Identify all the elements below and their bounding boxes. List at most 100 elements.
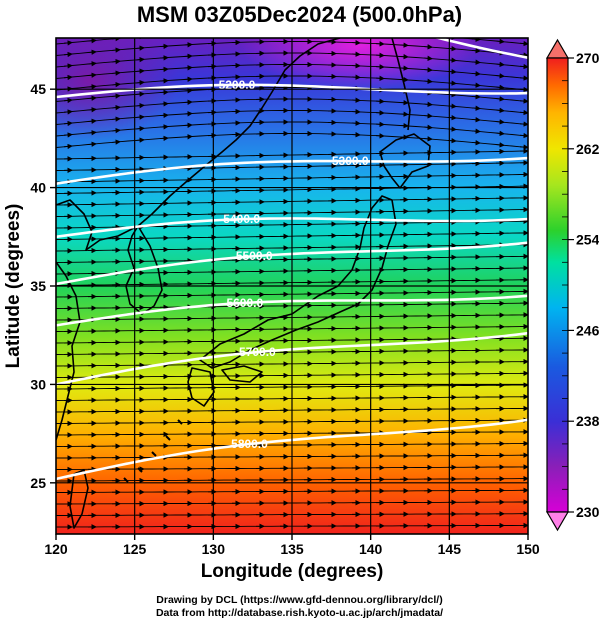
map-title: MSM 03Z05Dec2024 (500.0hPa) [136,2,463,27]
wind-arrow [135,137,145,143]
wind-arrow [63,120,73,127]
x-tick-label: 150 [516,541,540,557]
wind-arrow [471,128,481,134]
wind-arrow [160,35,168,36]
wind-arrow [159,55,169,61]
wind-arrow [63,74,73,81]
wind-arrow [111,93,121,99]
wind-arrow [159,89,169,96]
wind-arrow [135,79,145,86]
wind-arrow [63,51,73,58]
wind-arrow [519,98,528,104]
wind-arrow [399,76,409,83]
wind-arrow [111,70,121,76]
contour-label: 5800.0 [231,437,268,451]
wind-arrow [135,68,145,74]
wind-arrow [423,44,433,50]
wind-arrow [87,38,97,44]
x-tick-label: 145 [438,541,462,557]
wind-arrow [495,142,505,148]
wind-arrow [135,125,145,132]
wind-arrow [87,141,97,147]
colorbar-tick-label: 262 [576,141,599,157]
x-tick-label: 140 [359,541,383,557]
x-tick-label: 120 [44,541,68,557]
wind-arrow [519,144,528,150]
wind-arrow [471,140,481,146]
wind-arrow [399,122,409,129]
wind-arrow [495,61,505,68]
wind-arrow [135,114,145,120]
wind-arrow [159,101,169,107]
wind-arrow [519,52,528,58]
wind-arrow [399,134,409,140]
y-tick-label: 30 [30,376,46,392]
y-tick-label: 45 [30,81,46,97]
colorbar-tick-label: 238 [576,413,599,429]
coastlines [56,38,431,529]
wind-arrow [423,78,433,85]
wind-arrow [519,109,528,116]
wind-arrow [423,113,433,119]
wind-arrow [135,91,145,97]
wind-arrow [423,136,433,142]
x-tick-label: 125 [123,541,147,557]
wind-arrow [87,49,97,55]
contour-label: 5300.0 [332,154,369,168]
wind-arrow [63,109,73,115]
credit-data: Data from http://database.rish.kyoto-u.a… [155,607,444,619]
wind-arrow [423,67,433,73]
wind-arrow [111,47,121,53]
wind-arrow [159,43,169,50]
wind-arrow [399,65,409,71]
colorbar-tick-label: 254 [576,232,599,248]
wind-arrow [519,75,528,81]
wind-arrow [87,107,97,113]
y-tick-label: 25 [30,475,46,491]
wind-arrow [135,102,145,109]
wind-arrow [495,38,505,45]
wind-arrow [111,127,121,134]
wind-arrow [63,132,73,138]
wind-arrow [111,139,121,145]
y-axis-ticks: 25 30 35 40 45 [30,81,56,491]
x-axis-ticks: 120 125 130 135 140 145 150 [44,534,540,557]
wind-arrow [471,59,481,65]
x-tick-label: 135 [280,541,304,557]
wind-arrow [471,105,481,111]
wind-arrow [399,42,409,48]
wind-arrow [63,143,73,150]
colorbar-top-arrow [545,38,570,59]
wind-arrow [399,53,409,60]
x-axis-title: Longitude (degrees) [201,561,384,582]
contour-label: 5400.0 [223,212,260,226]
wind-arrow [63,40,73,46]
x-tick-label: 130 [202,541,226,557]
wind-arrow [495,130,505,137]
wind-arrow [495,119,505,125]
wind-arrow [471,94,481,100]
colorbar-tick-label: 230 [576,504,599,520]
wind-arrow [139,38,145,40]
wind-arrow [519,132,528,139]
wind-arrow [111,104,121,111]
y-axis-title: Latitude (degrees) [3,204,24,369]
wind-arrow [63,63,73,69]
wind-arrow [159,66,169,73]
colorbar-ticks: 230 238 246 254 262 270 [562,50,599,520]
wind-arrow [87,130,97,136]
wind-arrow [471,82,481,88]
wind-arrow [471,117,481,123]
wind-arrow [519,63,528,70]
wind-arrow [111,58,121,65]
wind-arrow [159,135,169,142]
wind-arrow [495,96,505,102]
wind-arrow [423,124,433,131]
colorbar-tick-label: 246 [576,322,599,338]
lat-lon-grid [56,38,528,534]
wind-arrow [423,55,433,62]
wind-arrow [495,107,505,114]
contour-label: 5200.0 [219,78,256,92]
y-tick-label: 40 [30,180,46,196]
